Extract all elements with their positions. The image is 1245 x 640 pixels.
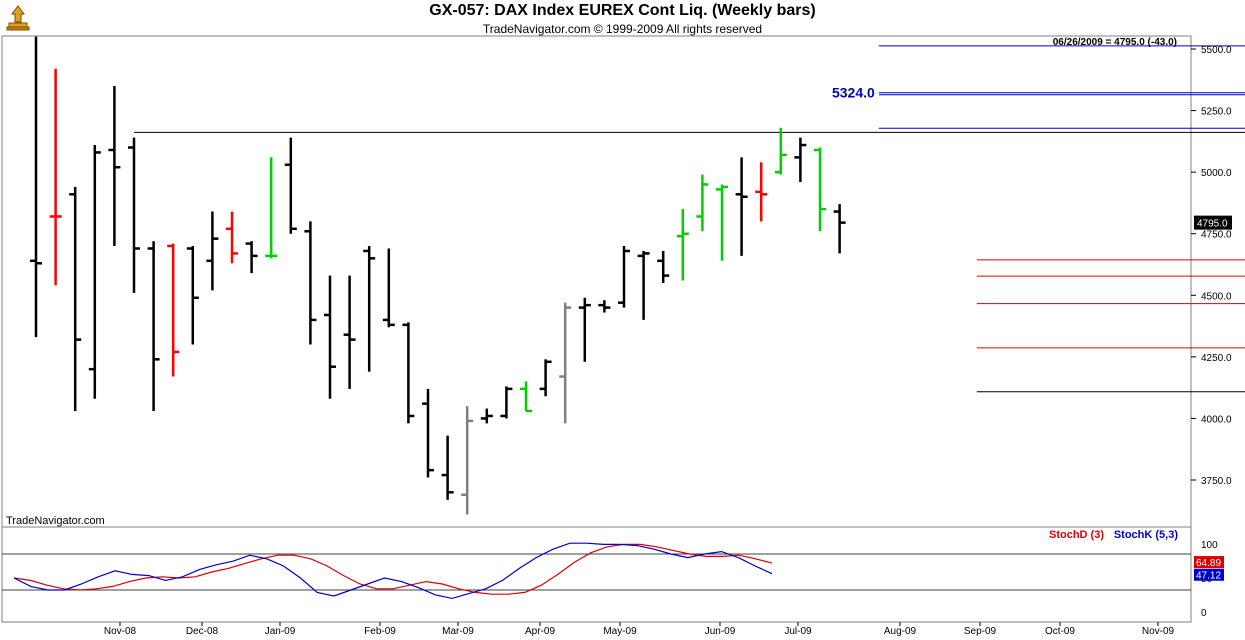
stoch-d-legend: StochD (3) bbox=[1049, 529, 1104, 541]
date-axis: Nov-08 Dec-08 Jan-09 Feb-09 Mar-09 Apr-09 May-… bbox=[104, 622, 1175, 637]
date-axis-label: Nov-09 bbox=[1142, 626, 1175, 637]
last-price-label: 4795.0 bbox=[1197, 219, 1228, 230]
stoch-axis-label: 100 bbox=[1201, 540, 1218, 551]
date-axis-label: Aug-09 bbox=[884, 626, 917, 637]
price-axis-label: 4500.0 bbox=[1201, 291, 1232, 302]
stoch-k-marker bbox=[1194, 568, 1224, 581]
date-axis-label: Jan-09 bbox=[265, 626, 296, 637]
date-axis-label: Mar-09 bbox=[442, 626, 474, 637]
level-label: 5324.0 bbox=[832, 84, 875, 100]
stoch-d-line bbox=[13, 543, 773, 595]
date-axis-label: Oct-09 bbox=[1045, 626, 1075, 637]
stoch-k-legend: StochK (5,3) bbox=[1113, 529, 1178, 541]
chart-subtitle: TradeNavigator.com © 1999-2009 All right… bbox=[482, 22, 763, 36]
date-axis-label: Jun-09 bbox=[705, 626, 736, 637]
price-axis-label: 5000.0 bbox=[1201, 168, 1232, 179]
last-price-marker bbox=[1194, 215, 1232, 230]
price-axis-label: 5250.0 bbox=[1201, 107, 1232, 118]
stoch-axis-label: 0 bbox=[1201, 608, 1207, 619]
stoch-d-marker bbox=[1194, 556, 1224, 569]
credit-text: TradeNavigator.com bbox=[6, 515, 105, 527]
date-axis-label: Dec-08 bbox=[186, 626, 219, 637]
date-axis-label: Apr-09 bbox=[525, 626, 555, 637]
date-axis-label: Feb-09 bbox=[364, 626, 396, 637]
stoch-k-line bbox=[13, 542, 773, 600]
date-axis-label: Jul-09 bbox=[784, 626, 812, 637]
price-axis-label: 4000.0 bbox=[1201, 414, 1232, 425]
date-axis-label: Nov-08 bbox=[104, 626, 137, 637]
trade-navigator-logo-icon bbox=[4, 4, 32, 32]
last-price-info: 06/26/2009 = 4795.0 (-43.0) bbox=[1052, 37, 1177, 48]
price-axis: 5500.0 5250.0 5000.0 4750.0 4500.0 4250.0 4000… bbox=[1191, 45, 1232, 487]
stoch-k-value: 47.12 bbox=[1196, 571, 1221, 582]
date-axis-label: Sep-09 bbox=[964, 626, 997, 637]
date-axis-label: May-09 bbox=[603, 626, 637, 637]
price-bars bbox=[30, 36, 846, 515]
stoch-d-value: 64.89 bbox=[1196, 558, 1221, 569]
price-axis-label: 4750.0 bbox=[1201, 230, 1232, 241]
indicator-panel-frame bbox=[1, 526, 1192, 623]
price-axis-label: 3750.0 bbox=[1201, 476, 1232, 487]
level-lines: 5512.55314.05324.05178.05161.54644.04578… bbox=[134, 45, 1245, 393]
price-panel-frame bbox=[1, 35, 1192, 528]
price-axis-label: 5500.0 bbox=[1201, 45, 1232, 56]
price-axis-label: 4250.0 bbox=[1201, 353, 1232, 364]
chart-title: GX-057: DAX Index EUREX Cont Liq. (Weekl… bbox=[429, 2, 816, 19]
